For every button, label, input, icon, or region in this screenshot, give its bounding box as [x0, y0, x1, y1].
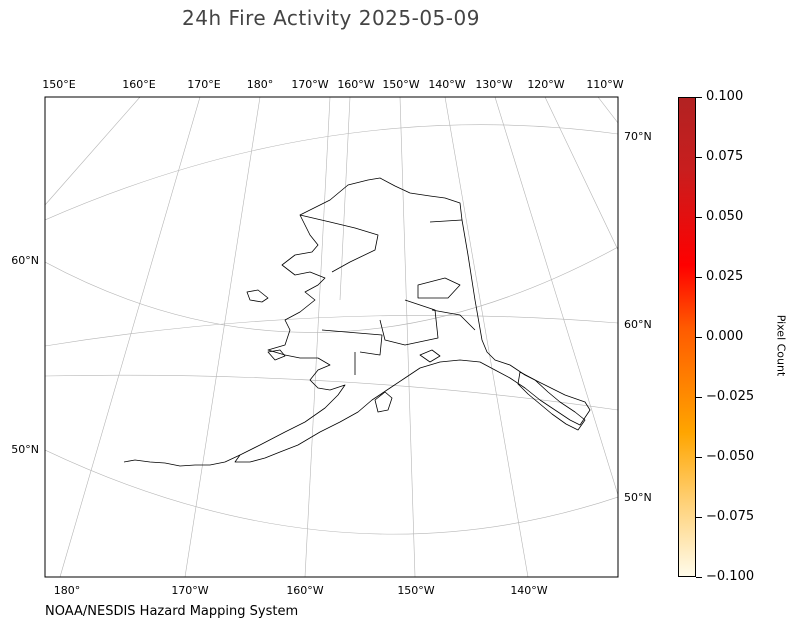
right-lat-label: 70°N [624, 130, 652, 143]
colorbar-tick-label: 0.050 [706, 209, 744, 224]
data-credit: NOAA/NESDIS Hazard Mapping System [45, 604, 299, 619]
colorbar-tick-label: −0.075 [706, 509, 755, 524]
right-lat-label: 50°N [624, 491, 652, 504]
top-lon-label: 120°W [527, 78, 564, 91]
left-lat-labels: 60°N 50°N [11, 254, 39, 456]
colorbar [678, 97, 696, 577]
meridian-140w [444, 97, 529, 577]
meridian-170w [184, 97, 261, 577]
colorbar-tick [696, 577, 702, 578]
parallel-55n [45, 315, 618, 347]
top-lon-label: 140°W [428, 78, 465, 91]
top-lon-labels: 150°E 160°E 170°E 180° 170°W 160°W 150°W… [42, 78, 624, 91]
colorbar-tick [696, 277, 702, 278]
top-lon-label: 180° [247, 78, 274, 91]
parallel-45n [45, 449, 618, 535]
colorbar-tick [696, 517, 702, 518]
top-lon-label: 160°W [337, 78, 374, 91]
colorbar-tick-label: −0.050 [706, 449, 755, 464]
right-lat-labels: 70°N 60°N 50°N [624, 130, 652, 504]
bottom-lon-label: 150°W [397, 584, 434, 597]
southeast-islands [517, 371, 586, 431]
alaska-outline [123, 177, 591, 467]
top-lon-label: 150°W [382, 78, 419, 91]
top-lon-label: 170°W [291, 78, 328, 91]
colorbar-tick [696, 217, 702, 218]
map-frame [44, 96, 619, 578]
colorbar-label: Pixel Count [774, 314, 788, 377]
colorbar-tick-label: 0.000 [706, 329, 744, 344]
st-lawrence-island [246, 289, 269, 303]
colorbar-tick-label: −0.025 [706, 389, 755, 404]
colorbar-tick [696, 337, 702, 338]
left-lat-label: 50°N [11, 443, 39, 456]
meridian-180 [59, 97, 201, 577]
left-lat-label: 60°N [11, 254, 39, 267]
colorbar-tick [696, 157, 702, 158]
kodiak-island [374, 391, 393, 413]
meridian-160w [304, 97, 331, 577]
nunivak-island [267, 349, 286, 361]
right-lat-label: 60°N [624, 318, 652, 331]
parallel-50n [45, 374, 618, 411]
alaska-peninsula [123, 454, 241, 467]
bottom-lon-label: 170°W [171, 584, 208, 597]
colorbar-tick [696, 397, 702, 398]
meridian-150w [399, 97, 416, 577]
meridian-130w [494, 97, 618, 496]
bottom-lon-labels: 180° 170°W 160°W 150°W 140°W [54, 584, 548, 597]
parallel-60n [45, 246, 618, 333]
top-lon-label: 130°W [475, 78, 512, 91]
alaska-range-coast [419, 349, 441, 363]
colorbar-tick-label: 0.075 [706, 149, 744, 164]
top-lon-label: 110°W [586, 78, 623, 91]
bottom-lon-label: 180° [54, 584, 81, 597]
top-lon-label: 150°E [42, 78, 75, 91]
meridian-155w [339, 97, 351, 301]
colorbar-tick [696, 457, 702, 458]
map-title: 24h Fire Activity 2025-05-09 [182, 6, 480, 30]
colorbar-tick-label: 0.025 [706, 269, 744, 284]
colorbar-tick [696, 97, 702, 98]
parallel-70n [45, 124, 618, 221]
colorbar-tick-label: −0.100 [706, 569, 755, 584]
alaska-inner-borders [299, 214, 476, 375]
top-lon-label: 170°E [187, 78, 220, 91]
bottom-lon-label: 160°W [286, 584, 323, 597]
meridian-110w [597, 97, 618, 124]
meridian-170e [45, 97, 141, 206]
top-lon-label: 160°E [122, 78, 155, 91]
bottom-lon-label: 140°W [510, 584, 547, 597]
alaska-mainland [234, 177, 591, 463]
colorbar-tick-label: 0.100 [706, 89, 744, 104]
graticule [45, 97, 618, 577]
meridian-120w [544, 97, 618, 251]
